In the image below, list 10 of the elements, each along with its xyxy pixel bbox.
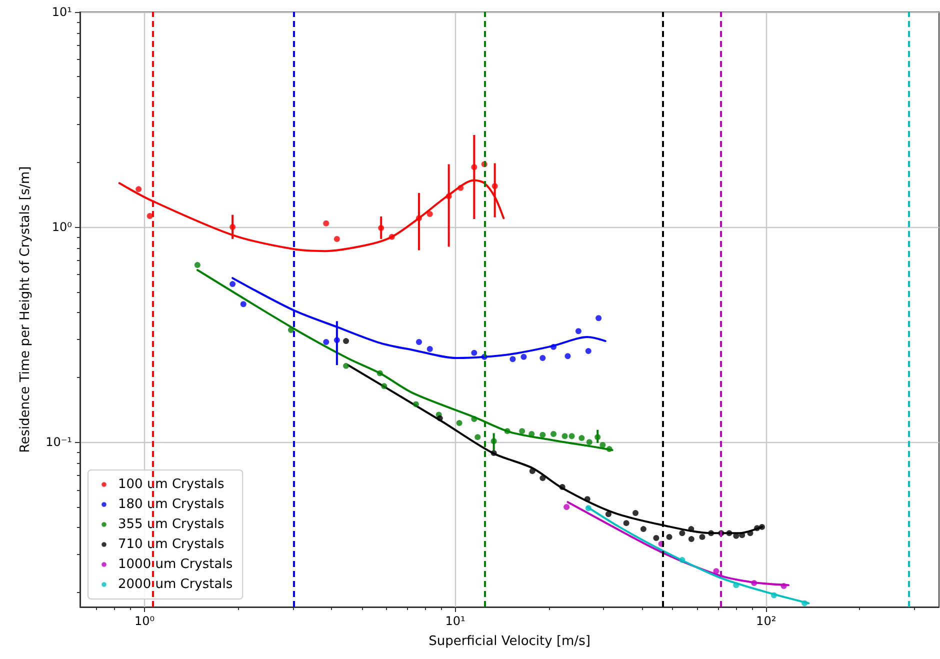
x-axis-title: Superficial Velocity [m/s] [428, 634, 590, 649]
y-tick-label: 10⁻¹ [46, 435, 72, 450]
legend-label: 2000 um Crystals [118, 577, 233, 592]
y-tick-label: 10¹ [52, 5, 72, 19]
y-axis-title: Residence Time per Height of Crystals [s/m] [18, 166, 33, 453]
legend-label: 1000 um Crystals [118, 557, 233, 572]
y-tick-label: 10⁰ [52, 220, 72, 234]
x-tick-label: 10² [756, 614, 776, 628]
x-tick-label: 10¹ [445, 614, 466, 628]
x-tick-label: 10⁰ [134, 614, 155, 628]
